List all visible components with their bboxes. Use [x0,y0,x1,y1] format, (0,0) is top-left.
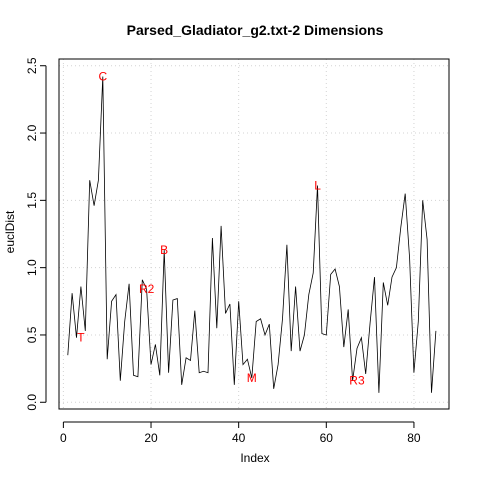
axes-layer: 0 20 40 60 80 0.0 0.5 1.0 1.5 2.0 2.5 [25,57,450,445]
y-axis-label: euclDist [3,210,17,253]
chart-title: Parsed_Gladiator_g2.txt-2 Dimensions [127,22,384,38]
x-tick-label: 0 [60,431,67,445]
x-tick-label: 60 [320,431,334,445]
annotation-label: C [98,70,107,84]
y-tick-label: 1.5 [25,192,39,209]
x-tick-label: 80 [407,431,421,445]
y-tick-label: 2.0 [25,124,39,141]
annotation-label: B [160,243,168,257]
x-axis-label: Index [240,451,269,465]
annotation-label: L [314,179,321,193]
annotation-label: T [77,331,85,345]
series-layer [67,76,437,393]
annotation-label: M [247,371,257,385]
x-tick-label: 40 [232,431,246,445]
y-tick-label: 2.5 [25,57,39,74]
annotation-layer: C T B R2 M L R3 [77,70,365,388]
annotation-label: R3 [349,374,365,388]
y-tick-label: 0.0 [25,394,39,411]
x-tick-label: 20 [144,431,158,445]
y-tick-label: 1.0 [25,259,39,276]
plot-frame [58,58,450,410]
series-line [67,76,437,393]
annotation-label: R2 [139,282,155,296]
grid-layer [59,59,449,409]
y-tick-label: 0.5 [25,326,39,343]
